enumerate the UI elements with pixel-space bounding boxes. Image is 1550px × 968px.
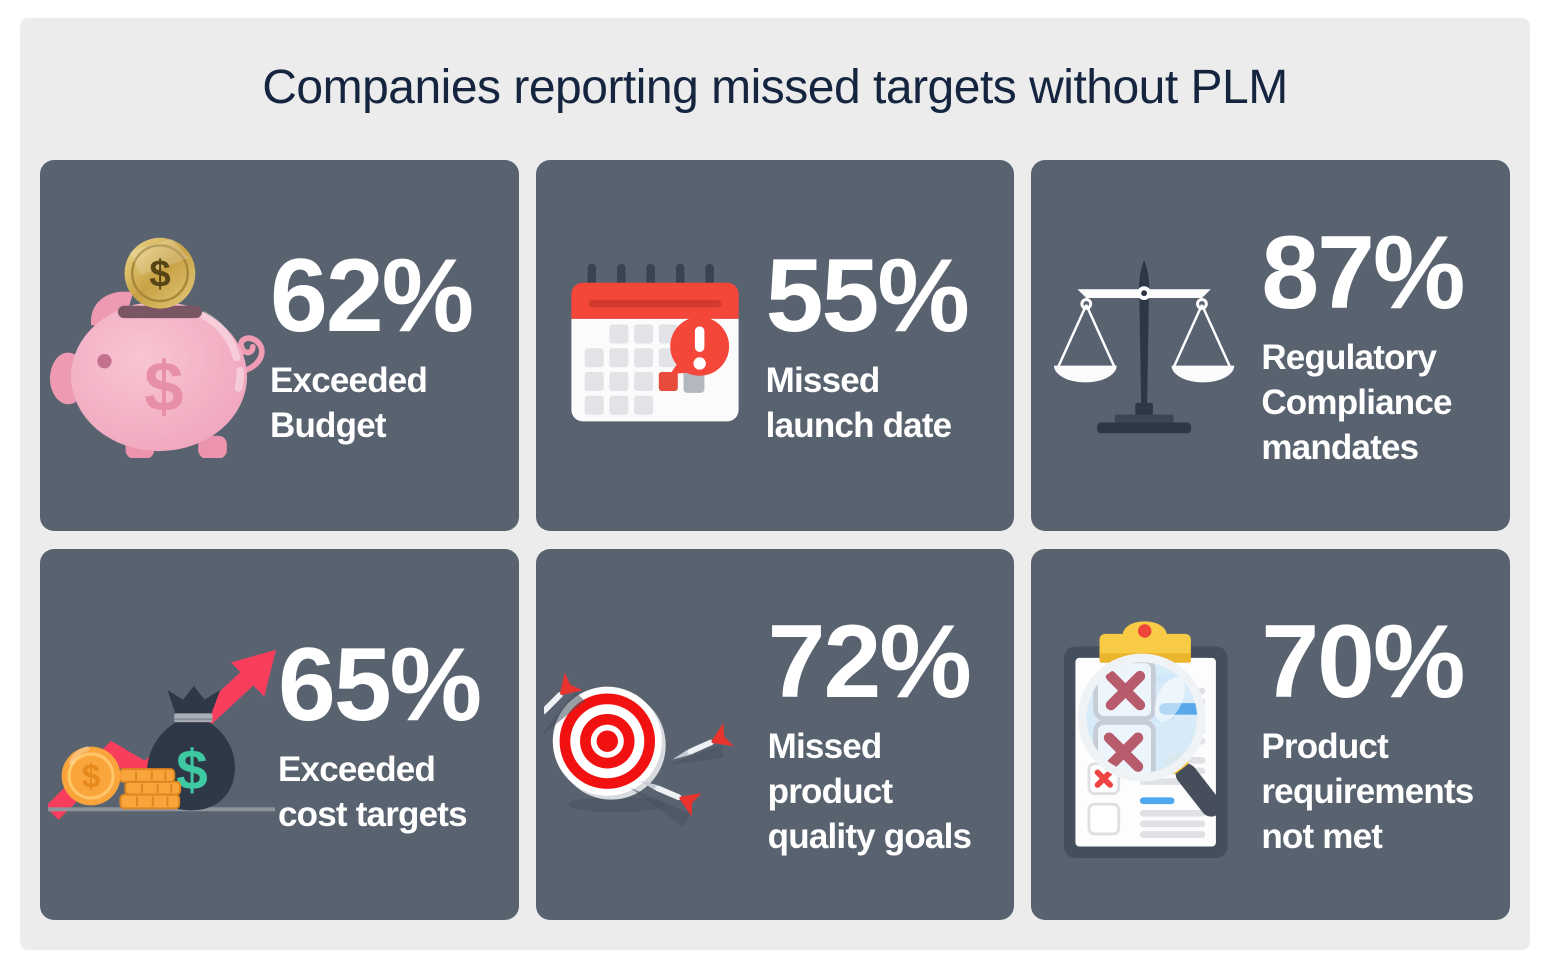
stat-percentage: 65% [278,626,482,743]
money-bag-growth-icon: $ $ [48,639,278,830]
svg-text:$: $ [176,740,208,803]
stat-label: Product requirements not met [1261,727,1474,856]
money-bag-growth-graphic: $ $ [48,649,277,820]
clipboard-magnifier-icon [1039,605,1261,865]
calendar-alert-graphic [571,263,739,422]
svg-text:$: $ [82,759,101,796]
stat-percentage: 72% [767,604,972,721]
stat-percentage: 55% [765,237,970,354]
stat-text: 65% Exceeded cost targets [278,632,509,838]
stat-text: 62% Exceeded Budget [270,243,509,449]
balance-scale-icon [1039,252,1261,438]
stat-text: 72% Missed product quality goals [768,609,1005,859]
stat-card-missed-quality-goals: 72% Missed product quality goals [535,549,1015,920]
stat-percentage: 70% [1261,604,1465,721]
stat-label: Missed product quality goals [767,727,972,856]
stat-card-requirements-not-met: 70% Product requirements not met [1031,549,1510,920]
stat-text: 70% Product requirements not met [1261,609,1500,859]
dartboard-missed-darts-icon [543,637,768,832]
piggy-bank-graphic: $ $ [49,237,265,458]
balance-scale-graphic [1054,260,1235,434]
stat-percentage: 87% [1261,215,1465,332]
stat-label: Exceeded Budget [270,360,428,445]
stat-card-missed-launch-date: 55% Missed launch date [535,160,1015,531]
stat-card-regulatory-compliance: 87% Regulatory Compliance mandates [1031,160,1510,531]
stat-percentage: 62% [270,237,474,354]
stat-text: 55% Missed launch date [766,243,1005,449]
stat-label: Missed launch date [765,360,952,445]
stat-card-grid: $ $ 62% Exceeded Budget [40,160,1510,920]
clipboard-magnifier-graphic [1064,620,1228,858]
piggy-bank-icon: $ $ [48,233,270,458]
svg-text:$: $ [144,347,183,426]
svg-text:$: $ [149,253,170,296]
stat-text: 87% Regulatory Compliance mandates [1261,220,1500,470]
dartboard-graphic [543,672,734,828]
infographic-title: Companies reporting missed targets witho… [262,61,1288,114]
calendar-alert-icon [544,258,766,434]
stat-label: Exceeded cost targets [278,749,468,834]
infographic-panel: Companies reporting missed targets witho… [20,18,1530,950]
stat-label: Regulatory Compliance mandates [1261,338,1452,467]
stat-card-exceeded-budget: $ $ 62% Exceeded Budget [40,160,519,531]
stat-card-exceeded-cost-targets: $ $ 65% Exceeded c [40,549,519,920]
